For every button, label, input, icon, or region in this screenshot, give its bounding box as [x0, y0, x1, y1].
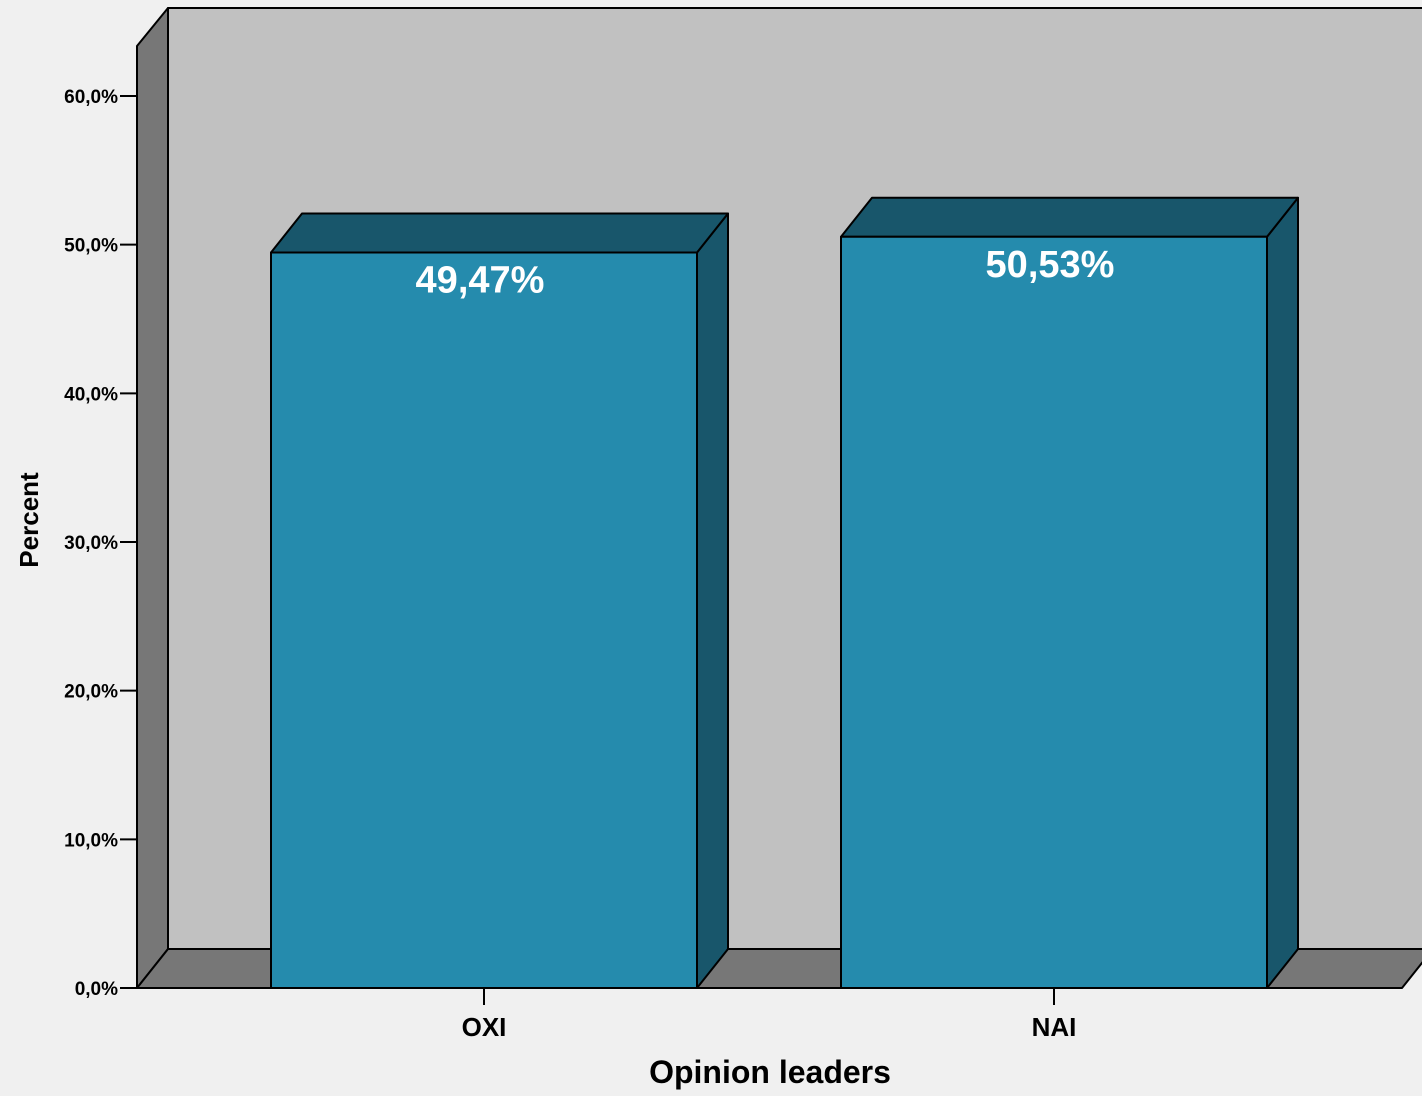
- bar-front-face: [840, 235, 1268, 989]
- x-axis: OXI NAI: [137, 987, 1402, 1042]
- bar-nai: 50,53%: [840, 196, 1299, 989]
- y-axis-title: Percent: [14, 472, 44, 568]
- y-tick-label: 60,0%: [64, 87, 118, 108]
- x-tick-label: OXI: [462, 1012, 507, 1042]
- y-tick-label: 20,0%: [64, 682, 118, 703]
- bar-top-face: [270, 212, 729, 254]
- y-tick-label: 40,0%: [64, 384, 118, 405]
- y-tick-label: 50,0%: [64, 236, 118, 257]
- y-tick-label: 30,0%: [64, 533, 118, 554]
- bar-front-face: [270, 251, 698, 989]
- y-tick-label: 0,0%: [75, 979, 118, 1000]
- x-tick-label: NAI: [1032, 1012, 1077, 1042]
- bar-side-face: [696, 212, 729, 989]
- bars-group: 49,47% 50,53%: [270, 196, 1299, 989]
- side-wall: [136, 7, 169, 989]
- x-axis-title: Opinion leaders: [649, 1054, 891, 1090]
- bar-top-face: [840, 196, 1299, 238]
- data-label: 50,53%: [986, 244, 1115, 286]
- y-tick-label: 10,0%: [64, 830, 118, 851]
- y-axis: 0,0% 10,0% 20,0% 30,0% 40,0% 50,0% 60,0%: [64, 87, 138, 1000]
- bar-oxi: 49,47%: [270, 212, 729, 989]
- bar-side-face: [1266, 196, 1299, 989]
- data-label: 49,47%: [416, 260, 545, 302]
